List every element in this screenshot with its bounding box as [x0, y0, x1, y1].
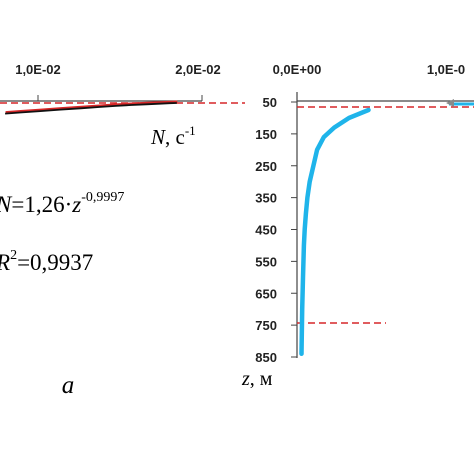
right-y-axis-label-symbol: z [241, 368, 250, 390]
left-chart: 1,0E-02 2,0E-02 N, c-1 N=1,26·z-0,9997 R… [0, 62, 245, 399]
left-axis-label-symbol: N [150, 125, 166, 149]
right-x-tick-label: 0,0E+00 [273, 62, 322, 77]
left-x-tick-label: 2,0E-02 [175, 62, 221, 77]
r-squared-sup: 2 [10, 248, 17, 263]
right-y-axis-label: z, м [241, 368, 273, 390]
fit-equation-coef: =1,26· [11, 192, 72, 217]
right-y-tick-label: 50 [263, 95, 277, 110]
r-squared-symbol: R [0, 250, 10, 275]
right-x-tick-label: 1,0E-0 [427, 62, 465, 77]
left-x-tick-label: 1,0E-02 [15, 62, 61, 77]
panel-label-a: a [62, 372, 75, 399]
r-squared: R2=0,9937 [0, 248, 93, 275]
right-y-tick-label: 450 [255, 223, 277, 238]
left-data-curve [5, 102, 177, 115]
right-data-curve [299, 107, 371, 357]
left-fit-curve [5, 100, 178, 114]
right-y-axis-label-unit: , м [250, 368, 273, 390]
fit-equation: N=1,26·z-0,9997 [0, 190, 124, 217]
right-y-tick-label: 850 [255, 350, 277, 365]
fit-equation-lhs: N [0, 192, 13, 217]
right-y-ticks: 50 150 250 350 450 550 650 750 850 [255, 95, 297, 365]
right-data-marker [446, 99, 454, 107]
left-axis-label-unit: , c [165, 125, 185, 149]
fit-equation-var: z [71, 192, 81, 217]
left-axis-label: N, c-1 [150, 123, 196, 149]
right-y-tick-label: 650 [255, 286, 277, 301]
right-chart: 0,0E+00 1,0E-0 50 150 250 350 450 550 650 750 85… [241, 62, 474, 390]
fit-equation-exponent: -0,9997 [81, 190, 124, 205]
right-y-tick-label: 150 [255, 127, 277, 142]
right-y-tick-label: 250 [255, 159, 277, 174]
right-y-tick-label: 750 [255, 318, 277, 333]
right-y-tick-label: 350 [255, 191, 277, 206]
left-axis-label-unit-sup: -1 [185, 123, 196, 138]
right-y-tick-label: 550 [255, 254, 277, 269]
r-squared-value: =0,9937 [17, 250, 93, 275]
